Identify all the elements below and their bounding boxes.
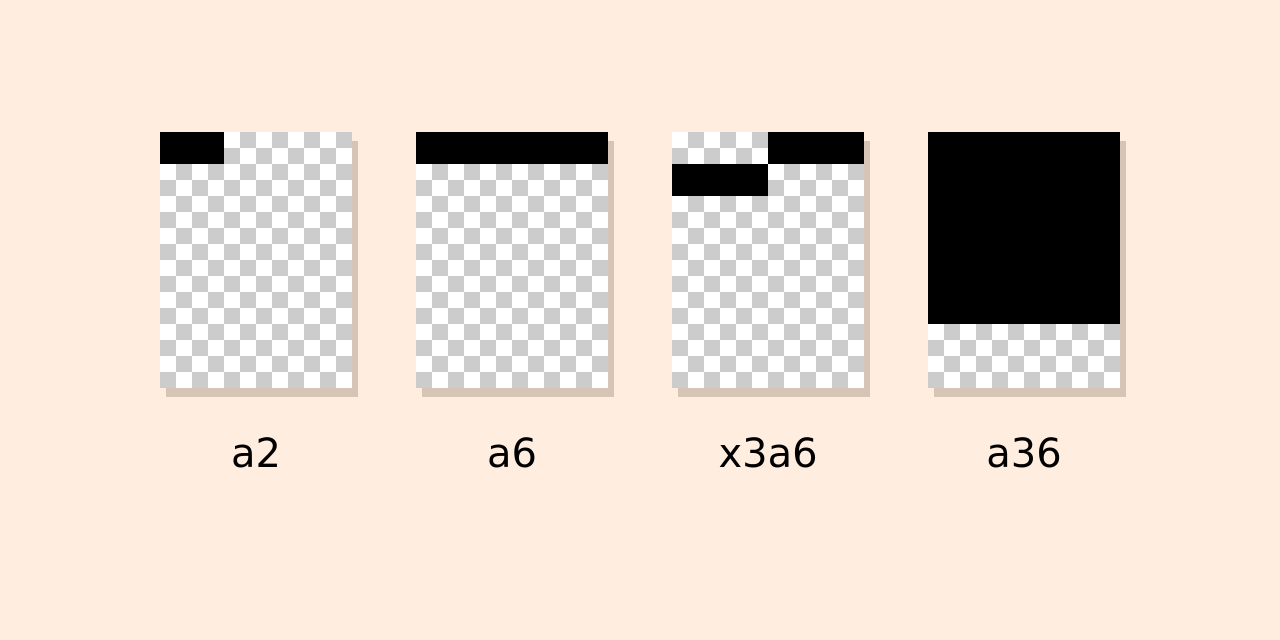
filled-cell [960,132,992,164]
checker-grid [928,132,1120,388]
filled-cell [1024,228,1056,260]
filled-cell [928,196,960,228]
checker-grid [416,132,608,388]
filled-cell [992,260,1024,292]
panel-a6 [416,132,614,397]
filled-cell [1088,196,1120,228]
filled-cell [992,292,1024,324]
filled-cell [1088,132,1120,164]
filled-cell [480,132,512,164]
filled-cell [1024,292,1056,324]
filled-cell [512,132,544,164]
filled-cell [960,260,992,292]
checker-grid [160,132,352,388]
filled-cell [960,228,992,260]
filled-cell [928,132,960,164]
filled-cell [928,292,960,324]
filled-cell [1024,132,1056,164]
filled-cell [1024,164,1056,196]
filled-cell [1056,228,1088,260]
filled-cell [1088,292,1120,324]
filled-cell [416,132,448,164]
filled-cell [768,132,800,164]
panel-a36 [928,132,1126,397]
filled-cell [160,132,192,164]
filled-cell [1088,228,1120,260]
filled-cell [544,132,576,164]
filled-cell [704,164,736,196]
filled-cell [192,132,224,164]
filled-cell [448,132,480,164]
filled-cell [992,132,1024,164]
filled-cell [992,196,1024,228]
filled-cell [1056,132,1088,164]
filled-cell [928,260,960,292]
filled-cell [1056,164,1088,196]
panel-x3a6 [672,132,870,397]
checker-grid [672,132,864,388]
filled-cell [832,132,864,164]
filled-cell [928,228,960,260]
filled-cell [960,292,992,324]
panel-label: x3a6 [718,431,818,477]
panel-label: a2 [231,431,281,477]
filled-cell [1024,260,1056,292]
filled-cell [1088,260,1120,292]
filled-cell [960,164,992,196]
filled-cell [736,164,768,196]
filled-cell [800,132,832,164]
filled-cell [1056,292,1088,324]
panel-a2 [160,132,358,397]
filled-cell [992,228,1024,260]
filled-cell [928,164,960,196]
panel-label: a6 [487,431,537,477]
filled-cell [1088,164,1120,196]
filled-cell [992,164,1024,196]
filled-cell [672,164,704,196]
filled-cell [1056,196,1088,228]
filled-cell [960,196,992,228]
filled-cell [576,132,608,164]
panel-label: a36 [986,431,1062,477]
filled-cell [1024,196,1056,228]
filled-cell [1056,260,1088,292]
